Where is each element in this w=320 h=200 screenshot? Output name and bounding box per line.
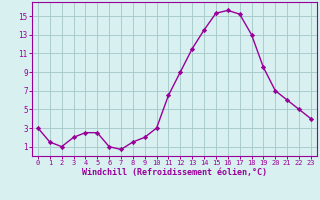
X-axis label: Windchill (Refroidissement éolien,°C): Windchill (Refroidissement éolien,°C) — [82, 168, 267, 177]
